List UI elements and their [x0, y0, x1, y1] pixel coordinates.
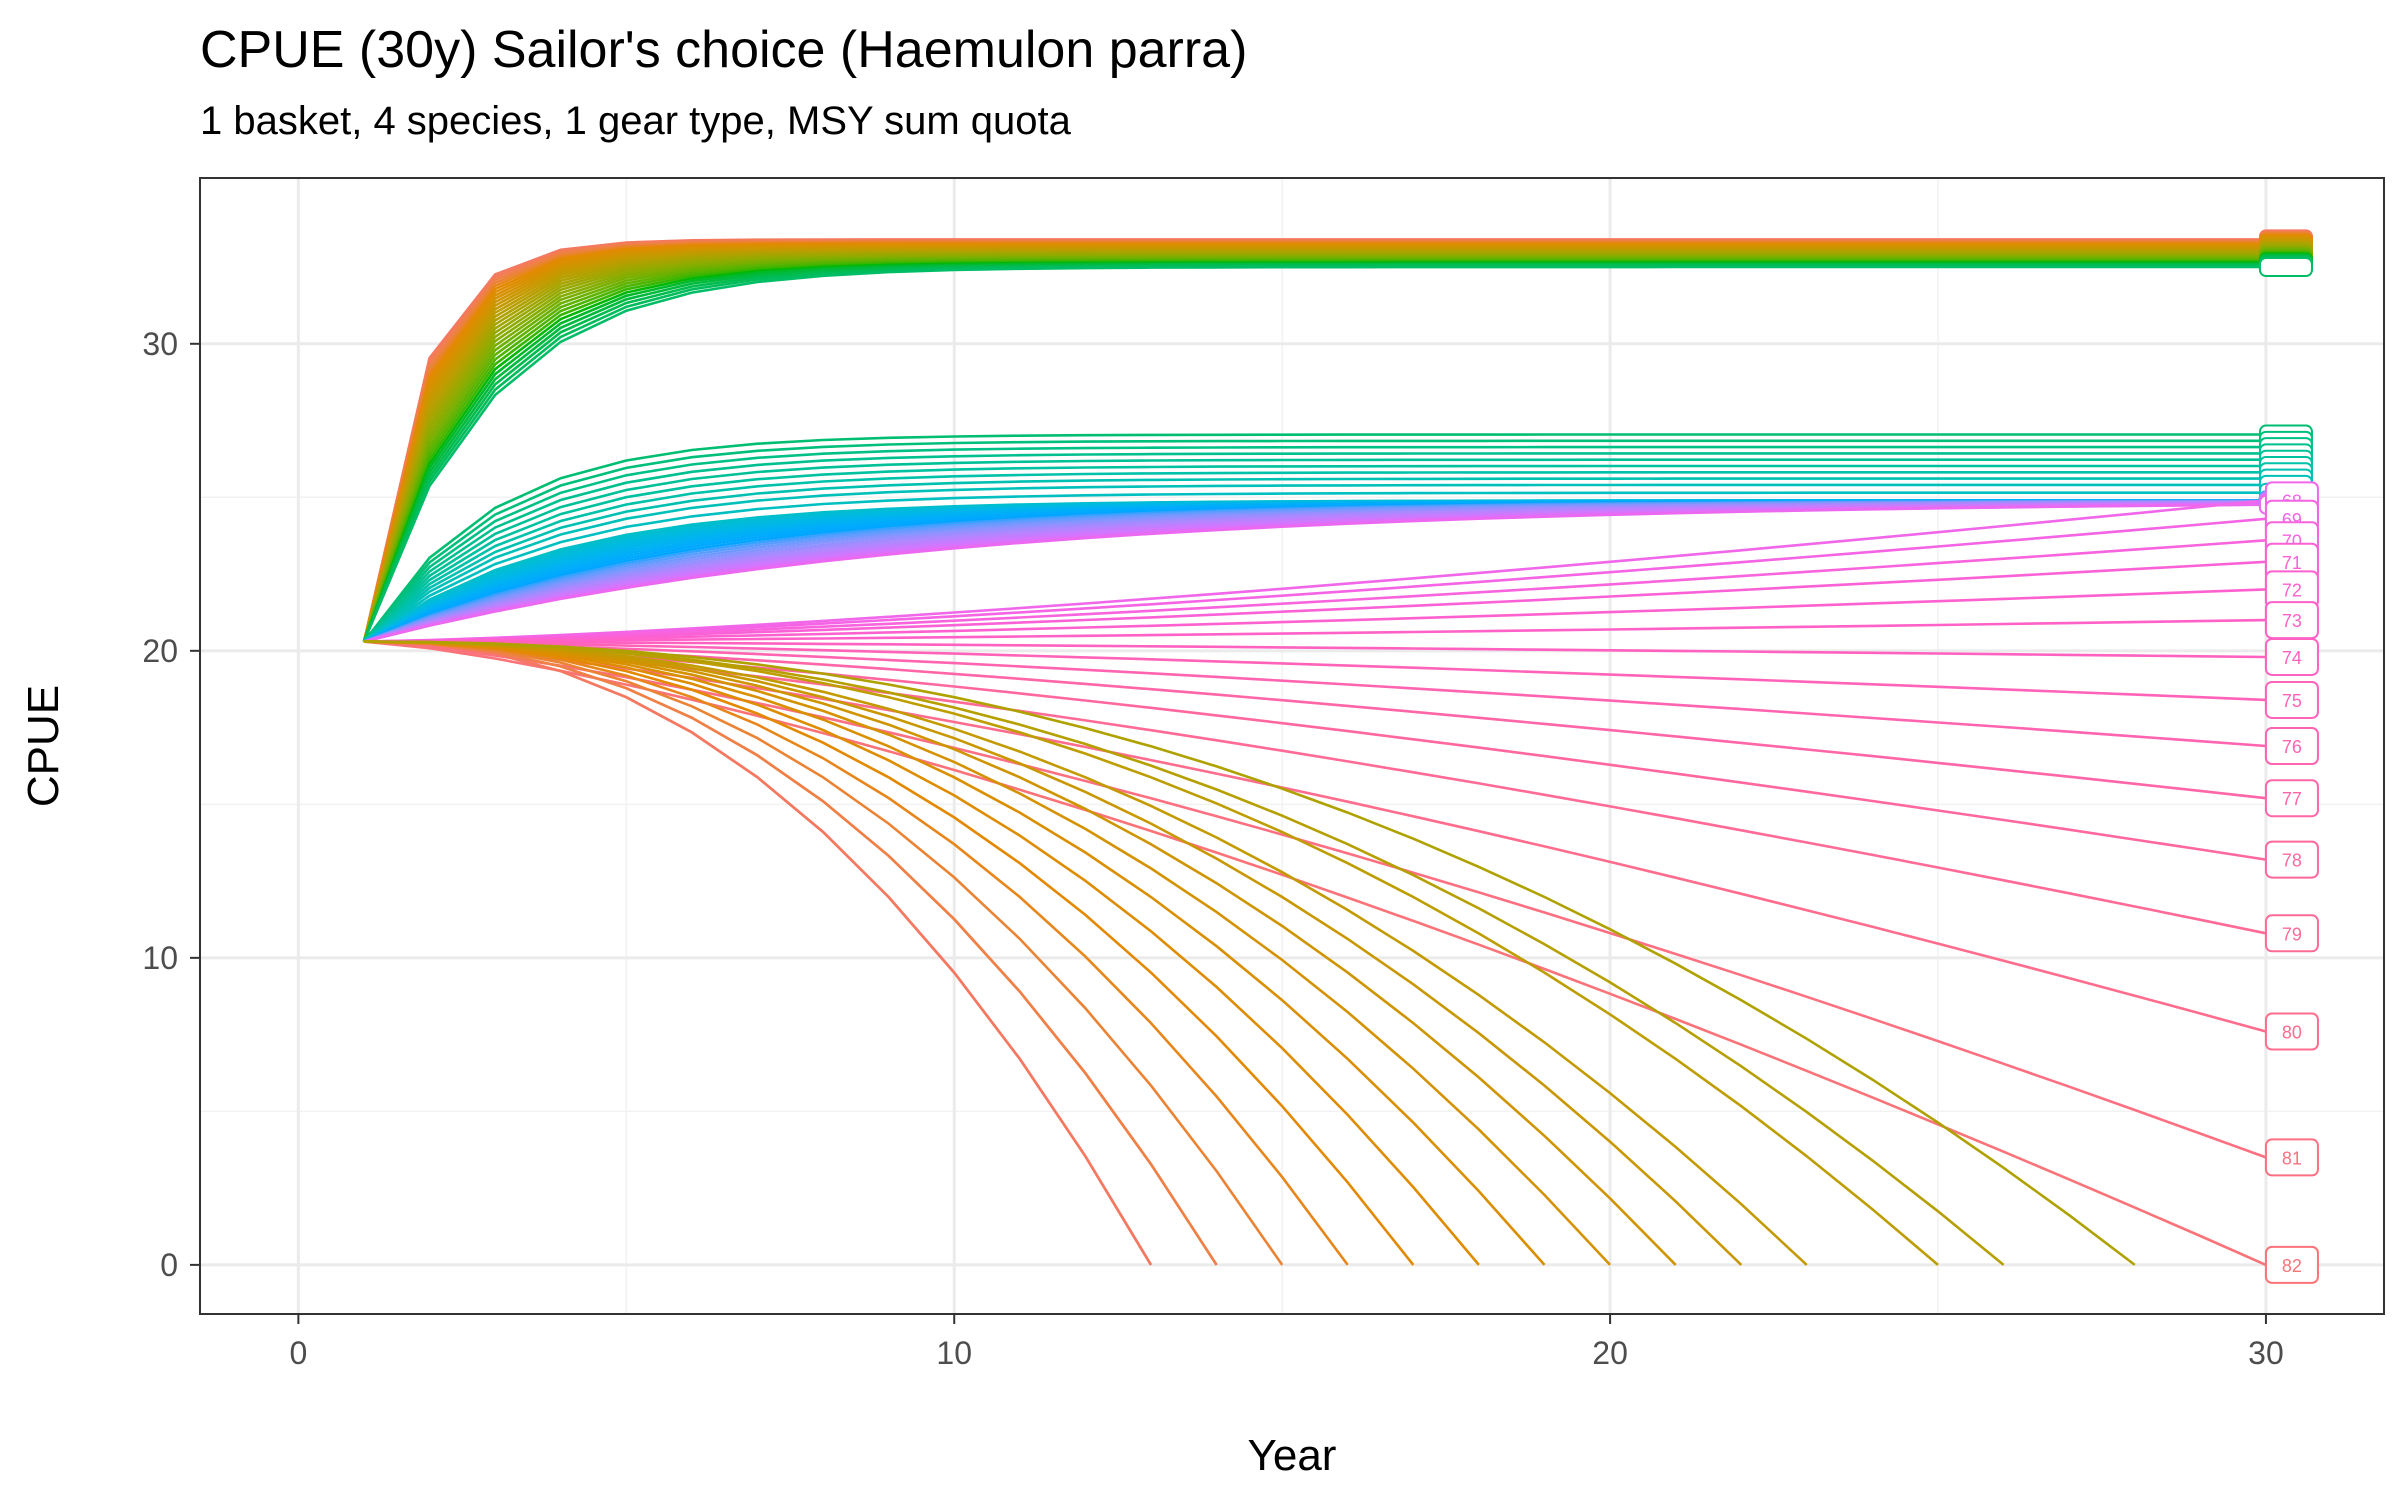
- collapse-line-7: [363, 640, 1415, 1266]
- collapse-line-16: [363, 640, 2136, 1266]
- end-label-text: 82: [2282, 1256, 2302, 1276]
- end-label-73: 73: [2264, 601, 2319, 640]
- end-label-79: 79: [2264, 914, 2319, 953]
- end-label-77: 77: [2264, 779, 2319, 818]
- series-line-37: [363, 464, 2266, 643]
- series-line-31: [362, 265, 2266, 643]
- y-tick-label: 30: [142, 326, 178, 362]
- series-line-40: [363, 483, 2266, 643]
- series-line-73: [363, 618, 2266, 643]
- end-label-box: [2264, 840, 2319, 879]
- series-line-68: [363, 499, 2267, 643]
- y-tick-label: 0: [160, 1247, 178, 1283]
- end-label-box: [2264, 914, 2319, 953]
- chart-title: CPUE (30y) Sailor's choice (Haemulon par…: [200, 21, 1248, 79]
- x-tick-label: 30: [2248, 1335, 2284, 1371]
- x-tick-label: 10: [936, 1335, 972, 1371]
- series-line-72: [363, 588, 2266, 643]
- plot-panel-border: [199, 177, 2385, 1315]
- collapse-line-13: [363, 640, 1808, 1266]
- x-tick-label: 0: [289, 1335, 307, 1371]
- end-label-text: 80: [2282, 1023, 2302, 1043]
- end-label-75: 75: [2264, 680, 2319, 719]
- x-tick-label: 20: [1592, 1335, 1628, 1371]
- end-label-text: 76: [2282, 737, 2302, 757]
- end-label-74: 74: [2264, 637, 2319, 676]
- series-line-38: [363, 471, 2266, 643]
- collapse-line-4: [363, 640, 1218, 1266]
- end-label-text: 71: [2282, 553, 2302, 573]
- series-line-75: [363, 640, 2266, 702]
- series-line-67: [363, 503, 2266, 643]
- series-line-35: [363, 452, 2266, 643]
- end-label-box: [2264, 1012, 2319, 1051]
- x-axis-title: Year: [1248, 1431, 1337, 1480]
- end-label-text: 81: [2282, 1148, 2302, 1168]
- collapse-line-6: [363, 640, 1349, 1266]
- collapse-line-2: [363, 640, 1153, 1266]
- plot-panel-background: [200, 178, 2384, 1314]
- chart-subtitle: 1 basket, 4 species, 1 gear type, MSY su…: [200, 99, 1071, 143]
- series-line-69: [363, 517, 2267, 643]
- y-tick-label: 10: [142, 940, 178, 976]
- end-label-text: 79: [2282, 924, 2302, 944]
- end-label-box: [2264, 637, 2319, 676]
- series-line-39: [363, 477, 2266, 643]
- end-labels: 686970717273747576777879808182: [2264, 481, 2319, 1284]
- collapse-line-10: [363, 640, 1612, 1266]
- y-axis-title: CPUE: [19, 685, 68, 807]
- end-label-82: 82: [2264, 1245, 2319, 1284]
- end-label-76: 76: [2264, 727, 2319, 765]
- end-label-text: 72: [2282, 580, 2302, 600]
- series-line-36: [363, 458, 2266, 643]
- collapse-line-8: [363, 640, 1480, 1266]
- series-line-70: [363, 539, 2266, 643]
- axis-ticks: 0 10 20 30 0 10 20 30: [142, 326, 2283, 1371]
- end-label-box: [2264, 1138, 2319, 1177]
- series-line-74: [363, 640, 2266, 659]
- series-line-33: [362, 439, 2266, 643]
- end-label-text: 77: [2282, 789, 2302, 809]
- series-line-32: [362, 433, 2266, 643]
- end-label-81: 81: [2264, 1138, 2319, 1177]
- end-label-box: [2264, 727, 2319, 765]
- end-label-text: 74: [2282, 648, 2302, 668]
- series-line-41: [363, 491, 2266, 643]
- end-label-78: 78: [2264, 840, 2319, 879]
- series-lines: [362, 238, 2267, 1267]
- end-label-box: [2264, 680, 2319, 719]
- series-line-76: [363, 640, 2266, 748]
- series-line-71: [363, 560, 2266, 643]
- end-label-text: 73: [2282, 611, 2302, 631]
- end-label-80: 80: [2264, 1012, 2319, 1051]
- end-label-box: [2264, 1245, 2319, 1284]
- collapse-line-5: [363, 640, 1284, 1266]
- series-end-cap-31: [2258, 257, 2313, 278]
- collapse-line-15: [363, 640, 2005, 1266]
- series-line-34: [363, 445, 2266, 643]
- y-tick-label: 20: [142, 633, 178, 669]
- end-label-box: [2264, 779, 2319, 818]
- gridlines: [200, 178, 2384, 1314]
- end-label-text: 78: [2282, 851, 2302, 871]
- end-label-text: 75: [2282, 691, 2302, 711]
